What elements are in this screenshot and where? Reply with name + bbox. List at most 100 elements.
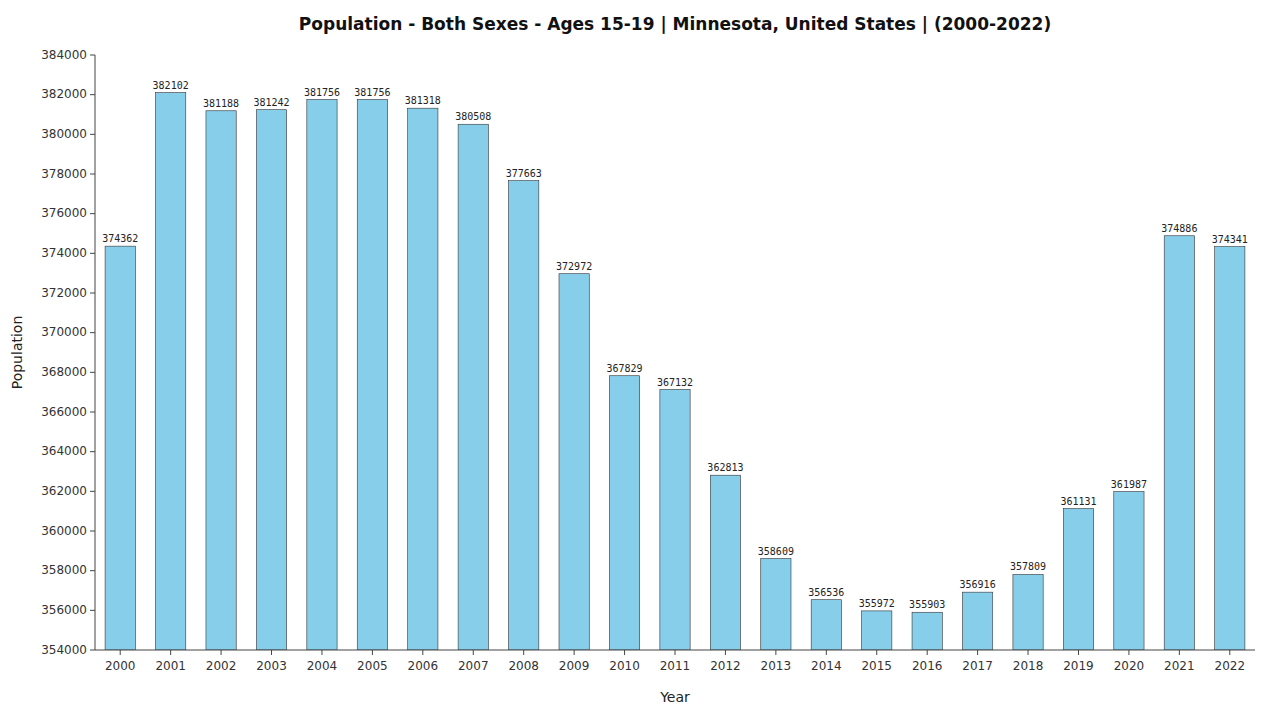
bar — [761, 559, 791, 650]
x-tick — [271, 650, 272, 655]
data-label: 358609 — [758, 546, 794, 557]
y-tick — [90, 412, 95, 413]
x-tick — [170, 650, 171, 655]
y-tick — [90, 650, 95, 651]
x-tick — [1028, 650, 1029, 655]
x-tick-label: 2008 — [508, 659, 539, 673]
x-tick — [725, 650, 726, 655]
bar — [1063, 509, 1093, 650]
data-label: 382102 — [153, 80, 189, 91]
data-label: 355903 — [909, 599, 945, 610]
bar — [1164, 236, 1194, 650]
bar — [1215, 247, 1245, 650]
y-tick-label: 380000 — [41, 127, 87, 141]
bar — [256, 110, 286, 650]
x-tick — [624, 650, 625, 655]
data-label: 367829 — [607, 363, 643, 374]
y-tick-label: 382000 — [41, 87, 87, 101]
y-axis-line — [95, 55, 96, 650]
bar — [811, 600, 841, 650]
data-label: 361987 — [1111, 479, 1147, 490]
chart-svg: 374362 382102 381188 381242 381756 381756 3813… — [0, 0, 1280, 720]
y-tick — [90, 253, 95, 254]
x-tick-label: 2011 — [660, 659, 691, 673]
x-tick — [826, 650, 827, 655]
bar — [105, 246, 135, 650]
x-tick-label: 2007 — [458, 659, 489, 673]
bar — [609, 376, 639, 650]
x-tick-label: 2019 — [1063, 659, 1094, 673]
data-label: 362813 — [707, 462, 743, 473]
y-tick-label: 362000 — [41, 484, 87, 498]
y-tick-label: 376000 — [41, 206, 87, 220]
x-tick-label: 2006 — [408, 659, 439, 673]
x-tick — [120, 650, 121, 655]
y-tick — [90, 293, 95, 294]
y-tick — [90, 451, 95, 452]
y-tick — [90, 55, 95, 56]
x-tick — [321, 650, 322, 655]
y-tick-label: 358000 — [41, 563, 87, 577]
x-tick — [1179, 650, 1180, 655]
x-tick-label: 2002 — [206, 659, 237, 673]
data-label: 381188 — [203, 98, 239, 109]
x-tick-label: 2005 — [357, 659, 388, 673]
data-label: 361131 — [1060, 496, 1096, 507]
x-tick-label: 2022 — [1215, 659, 1246, 673]
x-tick-label: 2016 — [912, 659, 943, 673]
x-tick — [876, 650, 877, 655]
x-tick — [1229, 650, 1230, 655]
x-tick-label: 2000 — [105, 659, 136, 673]
y-tick — [90, 570, 95, 571]
bar — [357, 100, 387, 650]
bar — [458, 124, 488, 650]
data-label: 355972 — [859, 598, 895, 609]
x-tick — [422, 650, 423, 655]
x-tick-label: 2009 — [559, 659, 590, 673]
bar — [559, 274, 589, 650]
data-label: 381756 — [304, 87, 340, 98]
x-tick-label: 2015 — [861, 659, 892, 673]
x-axis-label: Year — [659, 689, 690, 705]
data-label: 374886 — [1161, 223, 1197, 234]
y-tick — [90, 531, 95, 532]
y-tick — [90, 134, 95, 135]
data-label: 380508 — [455, 111, 491, 122]
y-tick — [90, 372, 95, 373]
x-tick — [221, 650, 222, 655]
x-tick-label: 2017 — [962, 659, 993, 673]
y-tick — [90, 491, 95, 492]
y-tick — [90, 213, 95, 214]
y-tick-label: 384000 — [41, 48, 87, 62]
data-label: 372972 — [556, 261, 592, 272]
bar — [912, 612, 942, 650]
chart-container: 374362 382102 381188 381242 381756 381756 3813… — [0, 0, 1280, 720]
y-tick-label: 364000 — [41, 444, 87, 458]
x-tick-label: 2020 — [1114, 659, 1145, 673]
bar — [660, 390, 690, 650]
data-label: 381318 — [405, 95, 441, 106]
y-tick-label: 354000 — [41, 643, 87, 657]
data-label: 381756 — [354, 87, 390, 98]
y-tick-label: 360000 — [41, 524, 87, 538]
bar — [206, 111, 236, 650]
bar — [1114, 492, 1144, 650]
bar — [962, 592, 992, 650]
x-tick — [775, 650, 776, 655]
x-tick-label: 2003 — [256, 659, 287, 673]
data-label: 377663 — [506, 168, 542, 179]
x-tick-label: 2010 — [609, 659, 640, 673]
data-label: 356916 — [960, 579, 996, 590]
y-tick-label: 370000 — [41, 325, 87, 339]
data-label: 374362 — [102, 233, 138, 244]
x-tick-label: 2018 — [1013, 659, 1044, 673]
bar — [509, 181, 539, 650]
y-tick-label: 378000 — [41, 167, 87, 181]
y-tick-label: 366000 — [41, 405, 87, 419]
data-label: 381242 — [253, 97, 289, 108]
data-labels: 374362 382102 381188 381242 381756 381756 3813… — [102, 80, 1248, 611]
y-axis-label: Population — [9, 316, 25, 390]
bar — [307, 100, 337, 650]
bars — [105, 93, 1245, 650]
x-tick — [523, 650, 524, 655]
